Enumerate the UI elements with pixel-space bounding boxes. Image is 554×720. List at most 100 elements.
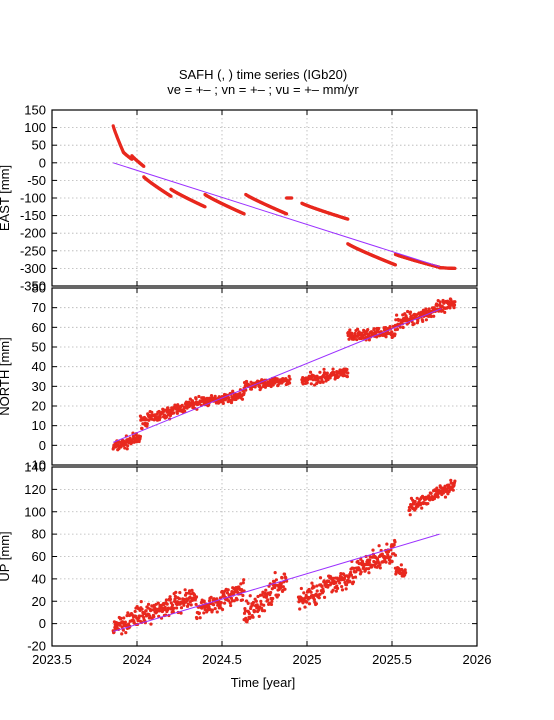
data-point <box>413 499 417 504</box>
data-point <box>371 548 375 552</box>
y-axis-label: UP [mm] <box>0 531 12 581</box>
data-point <box>213 394 217 398</box>
data-point <box>378 563 382 567</box>
data-point <box>372 327 376 331</box>
data-point <box>257 614 261 619</box>
data-point <box>244 388 248 392</box>
y-tick-label: 50 <box>32 138 46 153</box>
data-point <box>366 567 371 571</box>
data-point <box>195 616 199 621</box>
data-point <box>271 596 275 601</box>
data-point <box>436 495 440 499</box>
data-point <box>210 608 214 612</box>
data-point <box>151 608 155 612</box>
data-point <box>140 607 144 611</box>
data-point <box>353 575 358 579</box>
data-point <box>367 338 371 342</box>
y-axis-label: EAST [mm] <box>0 165 12 231</box>
data-point <box>355 337 359 342</box>
data-point <box>222 601 227 605</box>
data-point <box>203 205 207 209</box>
data-point <box>412 322 416 326</box>
y-tick-label: 10 <box>32 418 46 433</box>
data-point <box>276 593 281 597</box>
data-point <box>209 595 213 600</box>
data-point <box>336 375 340 379</box>
data-point <box>351 576 355 580</box>
data-point <box>280 576 284 580</box>
data-point <box>348 328 352 332</box>
data-point <box>235 598 239 602</box>
data-point <box>408 310 413 314</box>
data-point <box>344 583 349 587</box>
data-point <box>225 591 230 595</box>
data-point <box>266 598 270 602</box>
data-point <box>170 603 175 607</box>
data-point <box>321 589 325 593</box>
data-point <box>421 319 425 323</box>
data-point <box>322 595 327 599</box>
data-point <box>401 325 405 330</box>
data-point <box>192 593 197 597</box>
data-point <box>385 542 389 546</box>
data-point <box>149 622 153 626</box>
data-point <box>142 164 146 168</box>
data-point <box>407 505 412 510</box>
y-tick-label: 0 <box>39 155 46 170</box>
data-point <box>242 578 246 582</box>
data-point <box>145 422 149 426</box>
y-tick-label: 20 <box>32 399 46 414</box>
data-point <box>243 609 247 613</box>
data-point <box>366 328 370 332</box>
data-point <box>241 581 245 585</box>
data-point <box>126 444 130 448</box>
y-tick-label: 0 <box>39 438 46 453</box>
data-point <box>318 576 323 580</box>
y-tick-label: 80 <box>32 527 46 542</box>
data-point <box>453 479 457 483</box>
data-point <box>218 603 222 607</box>
y-tick-label: -10 <box>27 458 46 473</box>
data-point <box>435 303 439 308</box>
data-point <box>395 327 400 332</box>
data-point <box>340 584 344 589</box>
data-point <box>321 380 325 384</box>
data-point <box>452 306 456 310</box>
data-point <box>251 600 256 605</box>
data-point <box>403 319 408 323</box>
data-point <box>158 415 162 419</box>
data-point <box>156 601 160 605</box>
y-tick-label: 70 <box>32 300 46 315</box>
data-point <box>320 584 324 589</box>
data-point <box>394 318 398 322</box>
data-point <box>197 394 201 399</box>
y-tick-label: 100 <box>24 504 46 519</box>
data-point <box>122 616 126 620</box>
data-point <box>123 446 127 450</box>
data-point <box>119 616 123 620</box>
y-tick-label: -100 <box>20 191 46 206</box>
data-point <box>302 591 306 595</box>
data-point <box>347 575 351 579</box>
data-point <box>219 601 223 605</box>
data-point <box>405 316 409 320</box>
x-tick-label: 2023.5 <box>32 652 72 667</box>
y-tick-label: 50 <box>32 340 46 355</box>
y-tick-label: 150 <box>24 103 46 118</box>
data-point <box>166 406 170 410</box>
data-point <box>441 491 446 495</box>
data-point <box>290 196 294 200</box>
data-point <box>283 587 287 591</box>
data-point <box>393 332 397 336</box>
data-point <box>312 597 316 602</box>
data-point <box>388 561 392 565</box>
data-point <box>173 594 177 598</box>
data-point <box>415 496 419 500</box>
data-point <box>392 543 396 547</box>
data-point <box>270 599 274 603</box>
panel-up: 140 120 100 80 60 40 20 0 -20 UP [mm] <box>0 460 478 654</box>
data-point <box>194 397 198 401</box>
y-tick-label: 40 <box>32 359 46 374</box>
data-point <box>309 590 313 594</box>
data-point <box>229 400 234 405</box>
